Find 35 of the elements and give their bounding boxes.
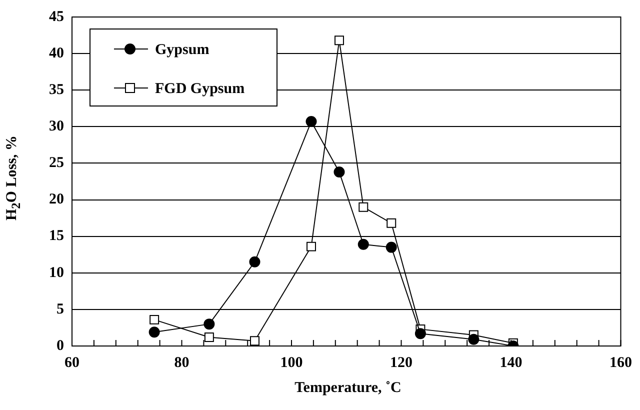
y-tick-label: 35 [49, 82, 64, 98]
y-tick-label: 10 [49, 264, 64, 281]
point [386, 218, 396, 228]
point [204, 318, 215, 330]
point [358, 202, 368, 212]
y-tick-label: 0 [56, 338, 64, 354]
point [306, 242, 316, 252]
legend-label: Gypsum [155, 42, 210, 58]
point [386, 242, 397, 253]
y-tick-label: 30 [49, 118, 64, 135]
x-tick-label: 160 [610, 354, 632, 371]
x-tick-label: 100 [280, 354, 303, 371]
point [148, 326, 160, 338]
point [468, 334, 480, 345]
point [334, 166, 345, 178]
point [306, 116, 317, 128]
x-tick-label: 80 [174, 354, 190, 371]
x-tick-label: 60 [64, 354, 80, 371]
y-tick-label: 40 [49, 45, 64, 62]
point [249, 256, 260, 268]
y-tick-label: 25 [49, 155, 64, 172]
point [334, 36, 344, 46]
point [204, 332, 214, 342]
point [250, 336, 260, 346]
y-tick-label: 20 [49, 192, 64, 208]
y-tick-label: 5 [56, 301, 64, 318]
x-tick-label: 140 [500, 354, 522, 371]
point [414, 328, 426, 340]
y-tick-label: 45 [49, 8, 64, 25]
legend-label: FGD Gypsum [155, 80, 246, 97]
x-tick-label: 120 [390, 354, 412, 371]
y-tick-label: 15 [49, 228, 64, 244]
x-axis-title: Temperature, ˚C [294, 380, 402, 397]
point [150, 314, 160, 324]
point [358, 238, 369, 250]
